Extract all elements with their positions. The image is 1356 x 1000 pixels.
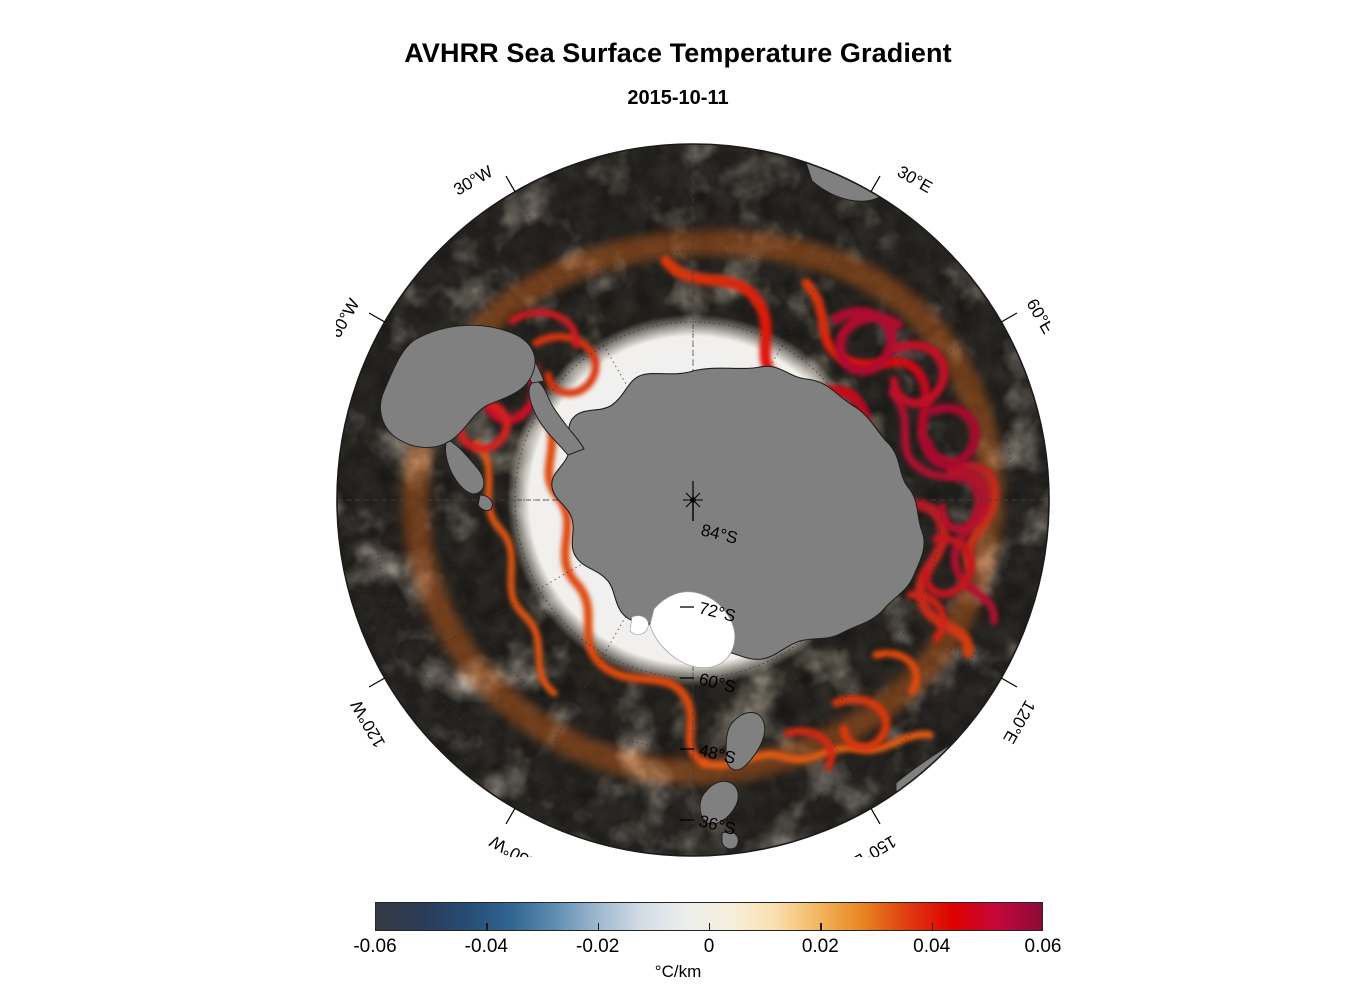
- colorbar-label-3: 0: [703, 936, 715, 957]
- page-title: AVHRR Sea Surface Temperature Gradient: [404, 38, 952, 68]
- colorbar-label-2: -0.02: [576, 936, 620, 957]
- indian-sector-eddies: [831, 307, 991, 643]
- lon-label-120E: 120°E: [999, 697, 1039, 747]
- new-zealand-north-island: [699, 780, 739, 825]
- colorbar-label-0: -0.06: [353, 936, 397, 957]
- map-canvas[interactable]: 84°S 72°S 60°S 48°S 36°S: [336, 143, 1050, 857]
- antarctica-landmass: [521, 348, 925, 669]
- page-subtitle: 2015-10-11: [627, 87, 729, 109]
- new-zealand-south-island: [725, 712, 766, 771]
- south-america: [380, 324, 536, 448]
- colorbar-tick-2: [597, 923, 599, 931]
- lon-label-60W: 60°W: [336, 296, 363, 342]
- ice-shelf: [649, 591, 736, 669]
- lon-label-120W: 120°W: [347, 697, 389, 751]
- longitude-ticks: [368, 175, 1018, 825]
- colorbar-label-1: -0.04: [464, 936, 508, 957]
- tasmania: [895, 830, 917, 854]
- lon-label-150E: 150°E: [850, 832, 900, 857]
- lon-label-30E: 30°E: [894, 162, 936, 197]
- colorbar-tick-4: [820, 923, 822, 931]
- colorbar-tick-1: [486, 923, 488, 931]
- colorbar-tick-3: [709, 923, 711, 931]
- colorbar-tick-5: [931, 923, 933, 931]
- colorbar-label-4: 0.02: [801, 936, 839, 957]
- colorbar[interactable]: [375, 902, 1043, 931]
- tierra-del-fuego: [477, 494, 493, 512]
- map-data-layer: [337, 144, 1049, 856]
- patagonia: [445, 440, 485, 495]
- tasman-sector-eddies: [784, 649, 921, 771]
- colorbar-label-5: 0.04: [913, 936, 951, 957]
- polar-map[interactable]: 84°S 72°S 60°S 48°S 36°S: [336, 143, 1050, 857]
- latitude-ticks: [680, 606, 694, 821]
- lon-label-60E: 60°E: [1023, 296, 1050, 338]
- map-outer-boundary: [336, 143, 1050, 857]
- nz-islet: [721, 831, 739, 850]
- colorbar-tick-labels: -0.06 -0.04 -0.02 0 0.02 0.04 0.06: [353, 936, 1061, 960]
- colorbar-label-6: 0.06: [1024, 936, 1062, 957]
- lon-label-150W: 150°W: [487, 832, 541, 857]
- colorbar-unit-label: °C/km: [654, 962, 702, 981]
- lon-label-30W: 30°W: [450, 162, 496, 199]
